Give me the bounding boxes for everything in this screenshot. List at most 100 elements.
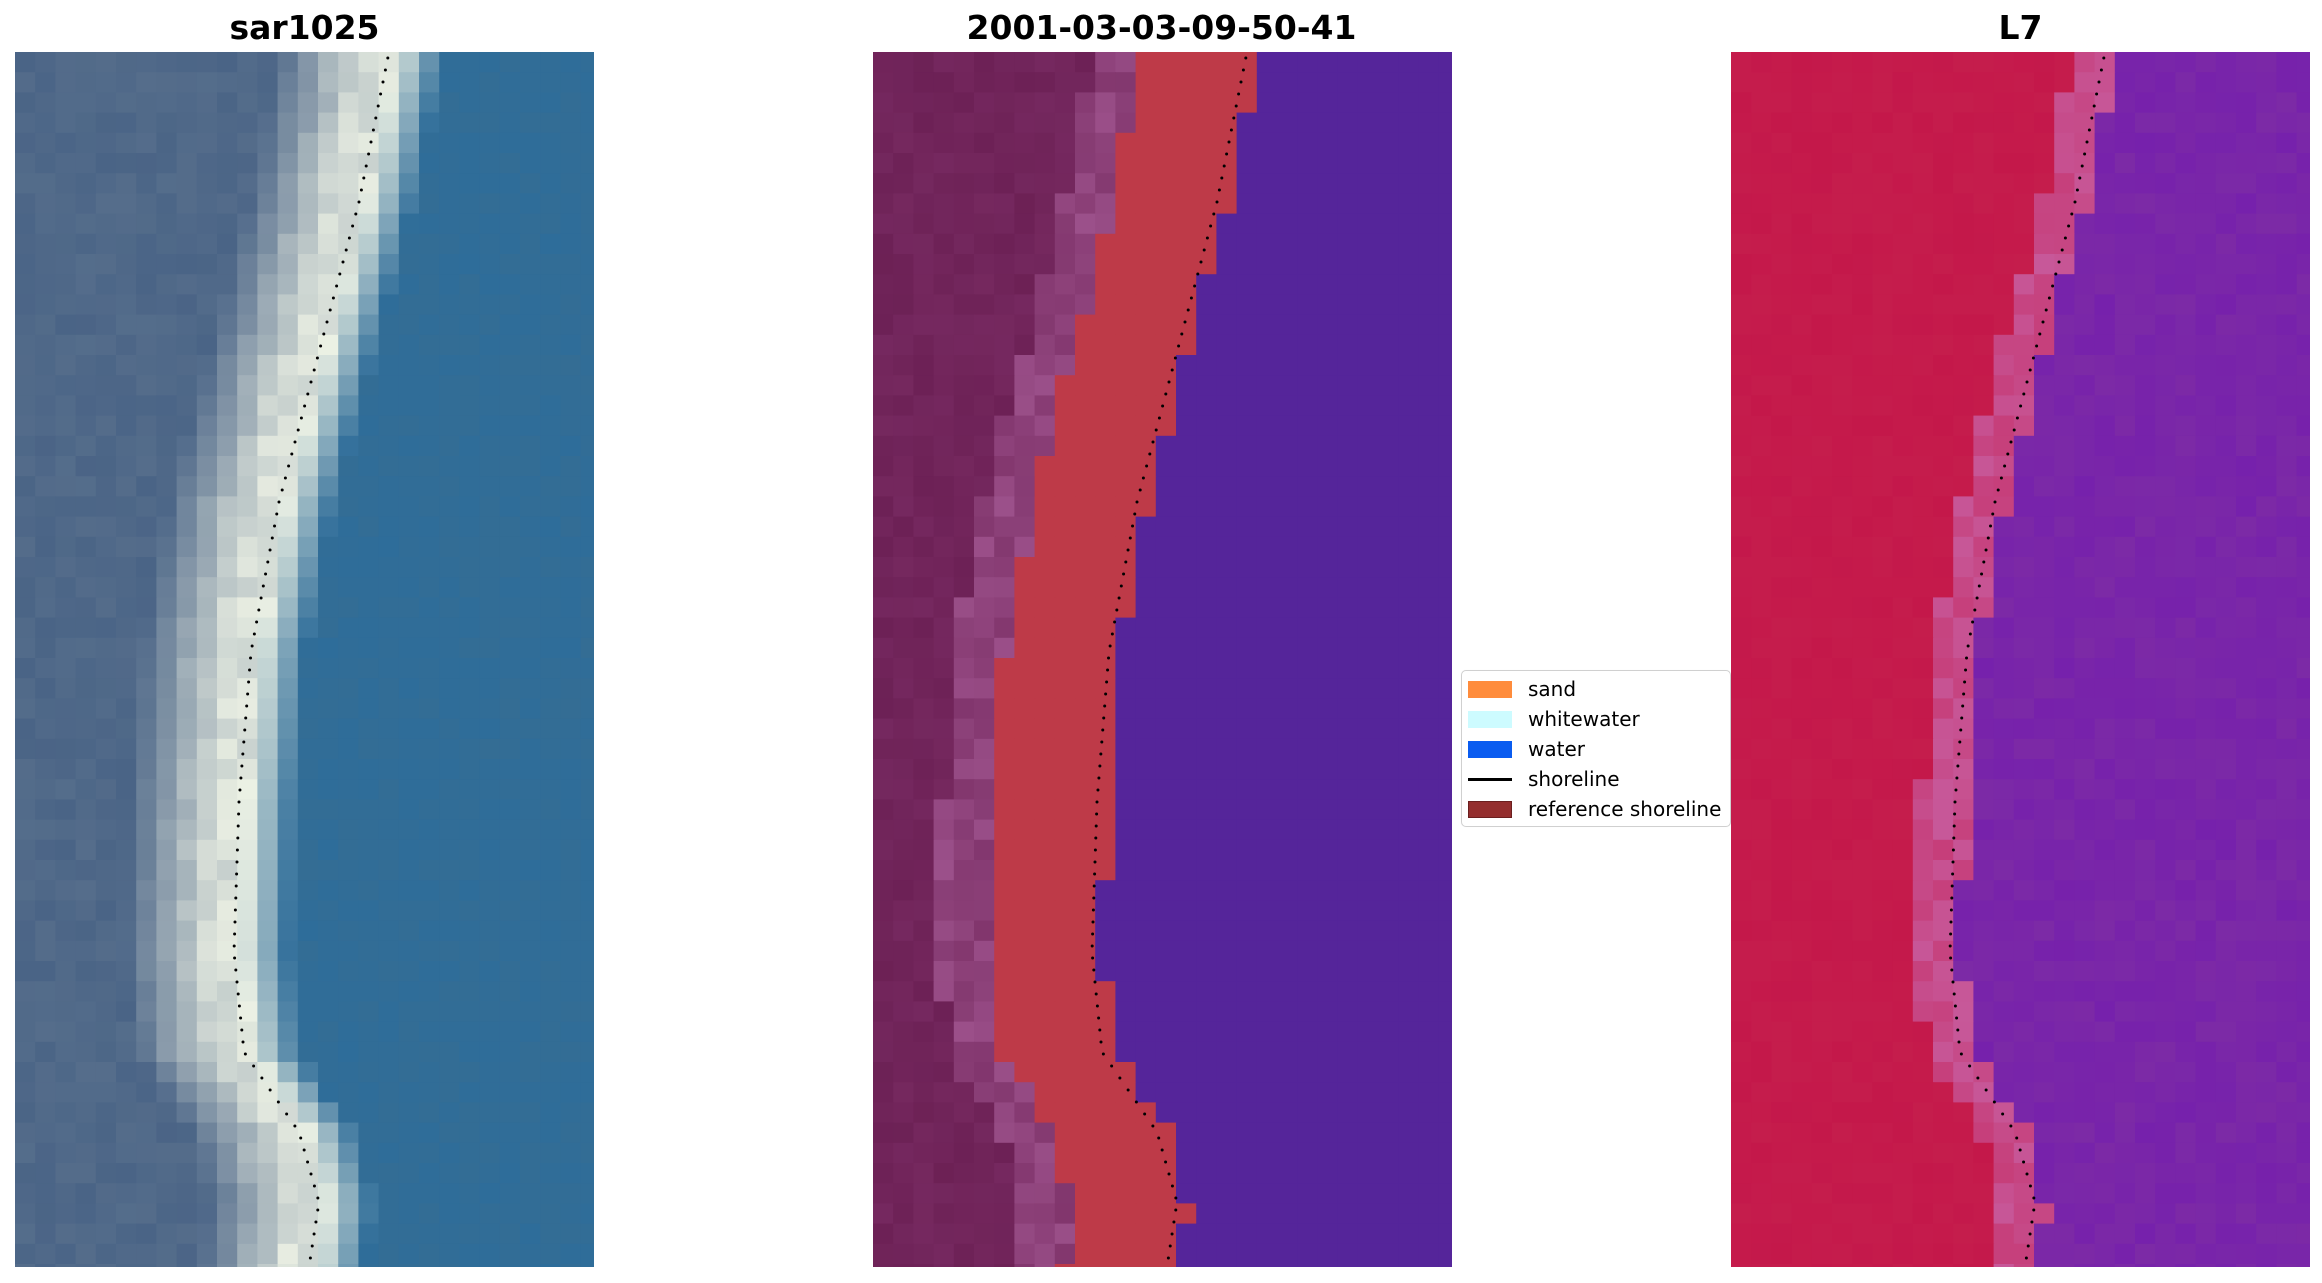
legend-item-reference-shoreline: reference shoreline	[1468, 794, 1721, 824]
legend-swatch-sand	[1468, 680, 1512, 698]
shoreline-point	[1976, 1076, 1980, 1080]
shoreline-point	[1984, 1088, 1988, 1092]
shoreline-point	[234, 896, 238, 900]
shoreline-point	[1164, 1160, 1168, 1164]
shoreline-point	[1117, 596, 1121, 600]
shoreline-point	[260, 1076, 264, 1080]
shoreline-point	[1098, 764, 1102, 768]
shoreline-point	[1092, 884, 1096, 888]
shoreline-point	[1093, 980, 1097, 984]
shoreline-point	[2075, 188, 2079, 192]
false-color-image-panel	[1731, 52, 2310, 1267]
shoreline-point	[1101, 1052, 1105, 1056]
shoreline-point	[1124, 560, 1128, 564]
shoreline-point	[232, 944, 236, 948]
shoreline-point	[1975, 596, 1979, 600]
shoreline-point	[1954, 788, 1958, 792]
shoreline-point	[1951, 860, 1955, 864]
shoreline-point	[2057, 260, 2061, 264]
shoreline-point	[290, 452, 294, 456]
shoreline-point	[2060, 248, 2064, 252]
shoreline-point	[2041, 320, 2045, 324]
shoreline-point	[1095, 812, 1099, 816]
shoreline-point	[2038, 332, 2042, 336]
shoreline-point	[2054, 272, 2058, 276]
shoreline-point	[1164, 392, 1168, 396]
shoreline-point	[341, 260, 345, 264]
shoreline-point	[1119, 584, 1123, 588]
shoreline-point	[1232, 116, 1236, 120]
shoreline-point	[1957, 1040, 1961, 1044]
shoreline-point	[1099, 752, 1103, 756]
shoreline-point	[244, 716, 248, 720]
shoreline-point	[1099, 1040, 1103, 1044]
shoreline-point	[252, 632, 256, 636]
shoreline-point	[2067, 224, 2071, 228]
shoreline-point	[1984, 548, 1988, 552]
shoreline-point	[270, 536, 274, 540]
shoreline-point	[1105, 680, 1109, 684]
shoreline-point	[233, 908, 237, 912]
shoreline-point	[1143, 1112, 1147, 1116]
shoreline-point	[316, 1196, 320, 1200]
shoreline-point	[1168, 1244, 1172, 1248]
shoreline-point	[1108, 644, 1112, 648]
shoreline-point	[335, 284, 339, 288]
shoreline-point	[1091, 908, 1095, 912]
shoreline-point	[240, 764, 244, 768]
shoreline-point	[239, 776, 243, 780]
legend-label: whitewater	[1528, 707, 1640, 731]
shoreline-point	[1993, 500, 1997, 504]
shoreline-point	[1148, 452, 1152, 456]
rgb-image-panel	[15, 52, 594, 1267]
shoreline-point	[381, 80, 385, 84]
shoreline-point	[2051, 284, 2055, 288]
shoreline-point	[276, 1100, 280, 1104]
shoreline-point	[293, 1124, 297, 1128]
shoreline-point	[1202, 248, 1206, 252]
shoreline-point	[310, 1244, 314, 1248]
shoreline-point	[315, 356, 319, 360]
shoreline-point	[1092, 896, 1096, 900]
shoreline-point	[1999, 476, 2003, 480]
shoreline-point	[1960, 716, 1964, 720]
shoreline-point	[296, 428, 300, 432]
shoreline-point	[312, 368, 316, 372]
shoreline-point	[1189, 296, 1193, 300]
shoreline-point	[1953, 1004, 1957, 1008]
shoreline-point	[376, 104, 380, 108]
shoreline-point	[1950, 884, 1954, 888]
shoreline-point	[268, 1088, 272, 1092]
shoreline-point	[2090, 116, 2094, 120]
shoreline-point	[1961, 704, 1965, 708]
shoreline-point	[1157, 1136, 1161, 1140]
shoreline-point	[325, 320, 329, 324]
shoreline-point	[1959, 1052, 1963, 1056]
shoreline-point	[1951, 980, 1955, 984]
shoreline-point	[1166, 1256, 1170, 1260]
shoreline-point	[2097, 80, 2101, 84]
shoreline-point	[1170, 1232, 1174, 1236]
shoreline-point	[1205, 236, 1209, 240]
shoreline-point	[268, 548, 272, 552]
shoreline-point	[1949, 908, 1953, 912]
shoreline-point	[245, 704, 249, 708]
shoreline-point	[283, 476, 287, 480]
shoreline-point	[1096, 788, 1100, 792]
shoreline-point	[1239, 80, 1243, 84]
shoreline-point	[316, 1208, 320, 1212]
shoreline-point	[1953, 800, 1957, 804]
shoreline-point	[1968, 1064, 1972, 1068]
shoreline-point	[234, 968, 238, 972]
legend-label: reference shoreline	[1528, 797, 1722, 821]
shoreline-point	[309, 1172, 313, 1176]
shoreline-point	[1952, 992, 1956, 996]
shoreline-point	[1955, 776, 1959, 780]
shoreline-point	[383, 68, 387, 72]
shoreline-point	[2022, 392, 2026, 396]
shoreline-point	[257, 608, 261, 612]
shoreline-point	[242, 740, 246, 744]
shoreline-point	[362, 176, 366, 180]
shoreline-point	[285, 1112, 289, 1116]
shoreline-point	[1183, 320, 1187, 324]
